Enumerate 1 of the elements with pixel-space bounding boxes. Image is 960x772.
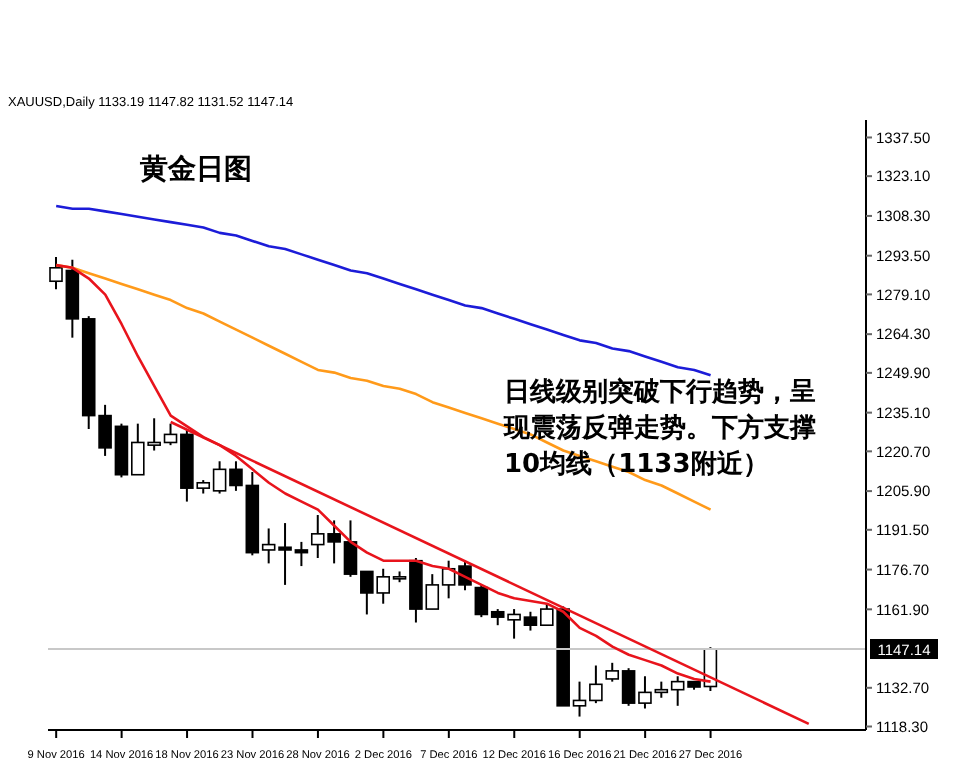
- text: 黄金日图: [140, 152, 252, 188]
